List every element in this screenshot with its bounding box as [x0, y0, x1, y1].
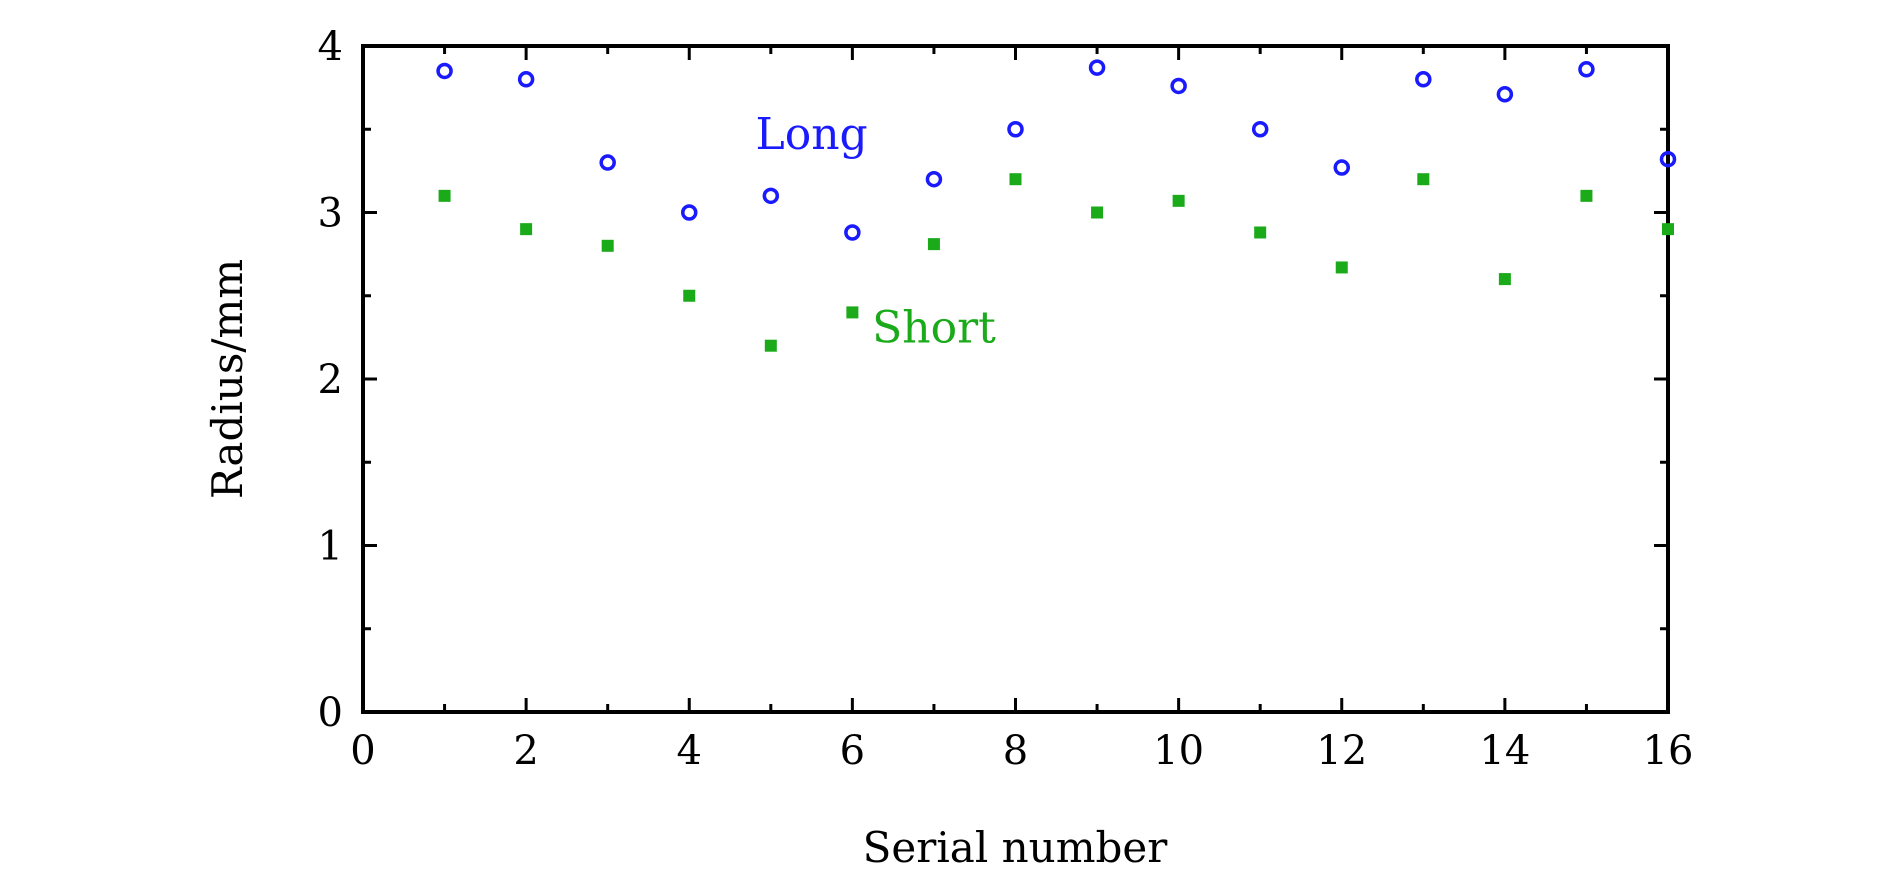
- short-point: [1091, 206, 1104, 219]
- short-point: [846, 306, 859, 319]
- short-point: [1417, 173, 1430, 186]
- x-tick-label: 0: [350, 728, 375, 774]
- short-point: [683, 289, 696, 302]
- y-tick-label: 4: [318, 24, 343, 70]
- long-point: [1170, 77, 1187, 95]
- x-axis-title: Serial number: [863, 823, 1169, 872]
- long-point: [599, 154, 616, 171]
- long-point: [517, 71, 535, 88]
- long-point: [1578, 61, 1595, 78]
- short-point: [1172, 194, 1185, 207]
- long-point: [1007, 121, 1024, 138]
- x-tick-label: 12: [1316, 728, 1367, 774]
- x-tick-label: 16: [1643, 728, 1694, 774]
- short-point: [1580, 189, 1593, 202]
- long-point: [1496, 86, 1514, 103]
- long-point: [925, 170, 943, 188]
- short-point: [1335, 261, 1348, 274]
- short-point: [764, 339, 777, 352]
- long-point: [762, 187, 780, 205]
- x-tick-label: 4: [677, 728, 702, 774]
- x-tick-label: 10: [1153, 728, 1204, 774]
- long-point: [436, 62, 453, 80]
- long-point: [1333, 159, 1350, 176]
- y-axis-title: Radius/mm: [203, 259, 252, 499]
- series-annotation-long: Long: [755, 109, 867, 160]
- series-annotations: Long Short: [755, 109, 996, 353]
- long-point: [1251, 121, 1269, 138]
- short-point: [1009, 173, 1022, 186]
- short-point: [1498, 273, 1511, 286]
- short-point: [927, 238, 940, 251]
- short-point: [438, 189, 451, 202]
- long-point: [1088, 59, 1106, 76]
- long-point: [1659, 150, 1677, 168]
- short-point: [520, 223, 533, 236]
- data-points: [436, 59, 1677, 352]
- long-point: [844, 224, 861, 241]
- y-tick-label: 1: [318, 524, 343, 570]
- x-tick-label: 2: [513, 728, 538, 774]
- short-point: [1254, 226, 1267, 239]
- long-point: [681, 204, 698, 221]
- y-tick-label: 2: [318, 357, 343, 403]
- long-point: [1415, 71, 1432, 88]
- y-tick-label: 0: [318, 690, 343, 736]
- series-annotation-short: Short: [872, 302, 996, 353]
- axis-ticks: [363, 46, 1668, 712]
- y-tick-label: 3: [318, 191, 343, 237]
- x-tick-label: 8: [1003, 728, 1028, 774]
- short-point: [601, 239, 614, 252]
- short-point: [1662, 223, 1674, 236]
- x-tick-label: 14: [1479, 728, 1530, 774]
- plot-frame: [361, 44, 1670, 714]
- x-tick-label: 6: [840, 728, 865, 774]
